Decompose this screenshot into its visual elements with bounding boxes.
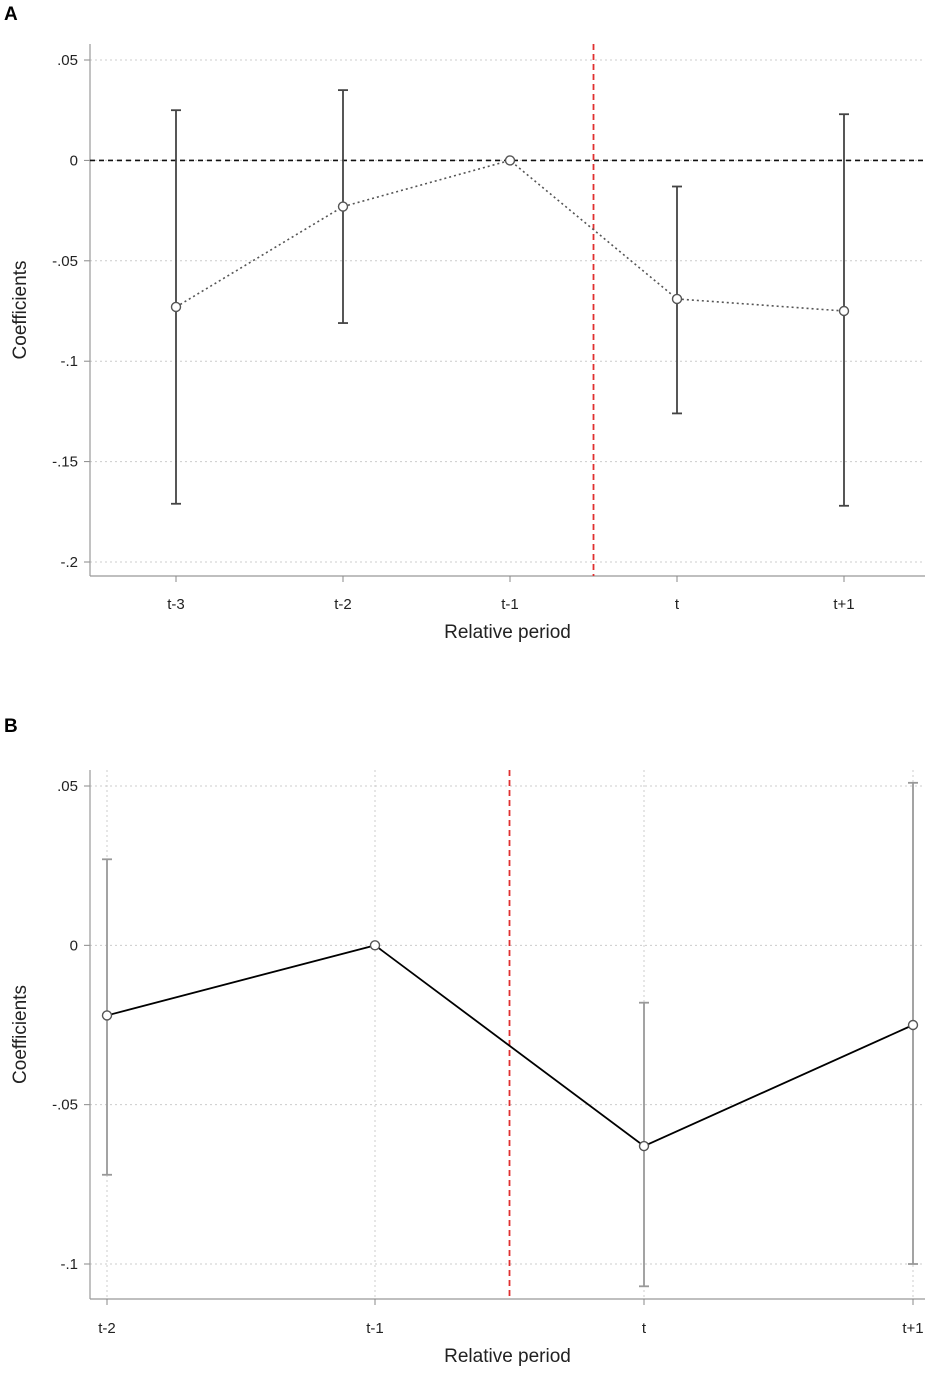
panel-a-marks xyxy=(90,44,925,576)
panel-b-x-tick-label: t xyxy=(642,1320,647,1337)
panel-b-x-tick-label: t-1 xyxy=(366,1320,384,1337)
panel-b-data-point xyxy=(369,940,381,951)
panel-b-x-tick-label: t-2 xyxy=(98,1320,116,1337)
panel-a-y-axis-title: Coefficients xyxy=(10,261,31,360)
panel-b-data-point xyxy=(907,1019,919,1031)
panel-a-data-point xyxy=(838,305,850,317)
panel-a-data-point xyxy=(337,201,349,212)
panel-b-series-line xyxy=(106,944,914,1148)
panel-a-data-point xyxy=(170,301,182,313)
panel-a-y-tick-label: -.05 xyxy=(52,253,78,270)
panel-b-y-tick-label: 0 xyxy=(70,937,78,954)
panel-a-y-tick-label: -.2 xyxy=(60,554,78,571)
panel-a-x-tick-label: t+1 xyxy=(833,596,854,613)
panel-b-y-axis-title: Coefficients xyxy=(10,985,31,1084)
panel-a-x-tick-label: t-2 xyxy=(334,596,352,613)
panel-a-data-point xyxy=(671,293,683,305)
panel-a-y-tick-label: .05 xyxy=(57,52,78,69)
panel-b: B .05 0 -.05 -.1 t-2 t-1 t t+1 Coefficients Rel… xyxy=(4,716,925,1367)
panel-b-data-point xyxy=(638,1140,650,1152)
panel-a-axes: .05 0 -.05 -.1 -.15 -.2 t-3 t-2 t-1 t t+1 xyxy=(52,44,925,613)
panel-b-y-tick-label: -.05 xyxy=(52,1097,78,1114)
panel-b-x-tick-label: t+1 xyxy=(902,1320,923,1337)
panel-a-series-line xyxy=(175,159,845,312)
panel-b-y-tick-label: -.1 xyxy=(60,1256,78,1273)
panel-b-marks xyxy=(101,770,919,1299)
panel-a: A .05 0 -.05 -.1 -.15 -.2 t-3 t-2 t-1 t t+1 Coeffi… xyxy=(4,4,925,643)
panel-a-x-tick-label: t xyxy=(675,596,680,613)
panel-b-grid xyxy=(90,770,925,1299)
panel-a-data-point xyxy=(504,155,516,166)
panel-a-x-tick-label: t-1 xyxy=(501,596,519,613)
panel-a-y-tick-label: -.1 xyxy=(60,353,78,370)
panel-a-grid xyxy=(90,59,925,563)
panel-a-x-tick-label: t-3 xyxy=(167,596,185,613)
panel-b-axes: .05 0 -.05 -.1 t-2 t-1 t t+1 xyxy=(52,770,925,1337)
panel-b-label: B xyxy=(4,716,18,737)
panel-b-data-point xyxy=(101,1010,113,1021)
panel-b-y-tick-label: .05 xyxy=(57,778,78,795)
panel-b-x-axis-title: Relative period xyxy=(444,1346,571,1367)
panel-a-label: A xyxy=(4,4,18,25)
panel-a-y-tick-label: 0 xyxy=(70,152,78,169)
panel-a-x-axis-title: Relative period xyxy=(444,622,571,643)
panel-a-y-tick-label: -.15 xyxy=(52,454,78,471)
